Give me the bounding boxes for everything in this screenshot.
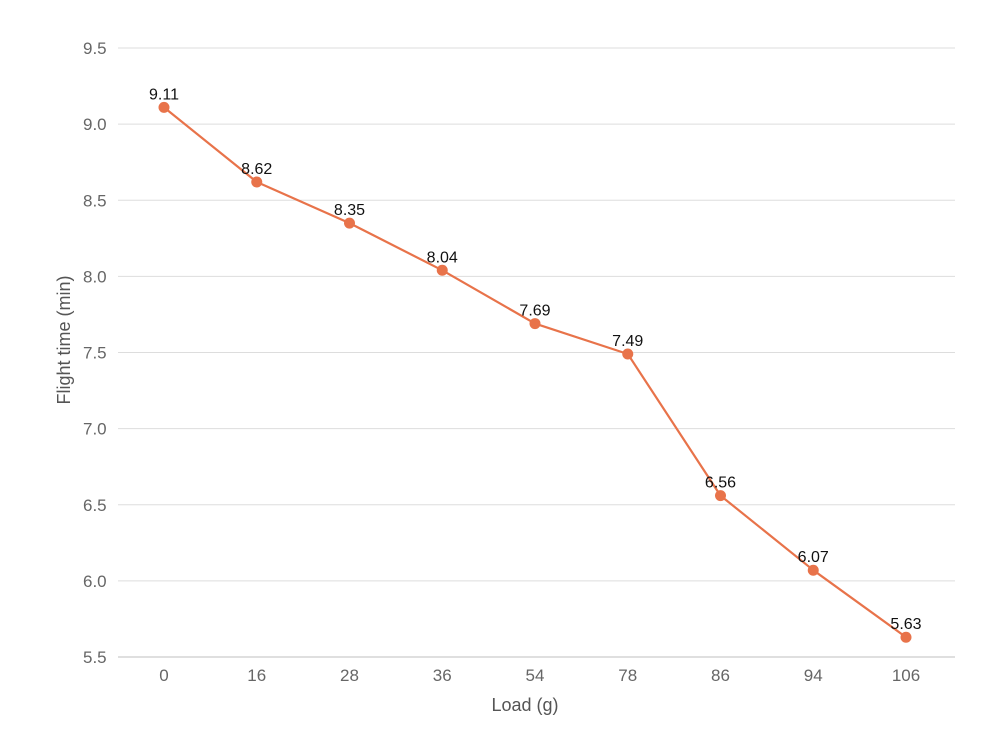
x-tick-label: 0	[159, 666, 168, 685]
data-label: 7.69	[519, 303, 550, 320]
data-point	[622, 348, 634, 360]
y-tick-label: 8.0	[83, 267, 107, 286]
x-tick-label: 28	[340, 666, 359, 685]
data-point	[436, 264, 448, 276]
data-labels: 9.11 8.62 8.35 8.04 7.69 7.49 6.56 6.07 5.63	[149, 86, 922, 633]
data-label: 7.49	[612, 333, 643, 350]
data-point	[529, 318, 541, 330]
data-point	[807, 564, 819, 576]
y-tick-label: 9.5	[83, 39, 107, 58]
y-tick-label: 6.0	[83, 572, 107, 591]
y-tick-label: 5.5	[83, 648, 107, 667]
y-tick-label: 7.5	[83, 344, 107, 363]
y-tick-label: 7.0	[83, 420, 107, 439]
data-label: 5.63	[890, 616, 921, 633]
y-tick-label: 9.0	[83, 115, 107, 134]
data-label: 6.07	[798, 549, 829, 566]
data-label: 6.56	[705, 475, 736, 492]
data-label: 8.04	[427, 249, 458, 266]
x-tick-label: 78	[618, 666, 637, 685]
x-axis-title: Load (g)	[491, 695, 558, 715]
x-axis-ticks: 0 16 28 36 54 78 86 94 106	[159, 666, 920, 685]
x-tick-label: 36	[433, 666, 452, 685]
x-tick-label: 54	[526, 666, 545, 685]
gridlines	[118, 47, 955, 658]
data-label: 8.62	[241, 161, 272, 178]
y-tick-label: 6.5	[83, 496, 107, 515]
data-label: 9.11	[149, 86, 179, 103]
data-point	[344, 217, 355, 229]
data-point	[715, 490, 726, 502]
x-tick-label: 106	[892, 666, 920, 685]
y-tick-label: 8.5	[83, 191, 107, 210]
data-label: 8.35	[334, 202, 365, 219]
x-tick-label: 94	[804, 666, 823, 685]
series-line	[163, 106, 907, 639]
x-tick-label: 16	[247, 666, 266, 685]
y-axis-ticks: 5.5 6.0 6.5 7.0 7.5 8.0 8.5 9.0 9.5	[83, 39, 107, 667]
data-points	[158, 101, 912, 643]
data-point	[158, 101, 170, 113]
data-point	[900, 631, 912, 643]
y-axis-title: Flight time (min)	[54, 275, 74, 404]
data-point	[251, 176, 263, 188]
x-tick-label: 86	[711, 666, 730, 685]
